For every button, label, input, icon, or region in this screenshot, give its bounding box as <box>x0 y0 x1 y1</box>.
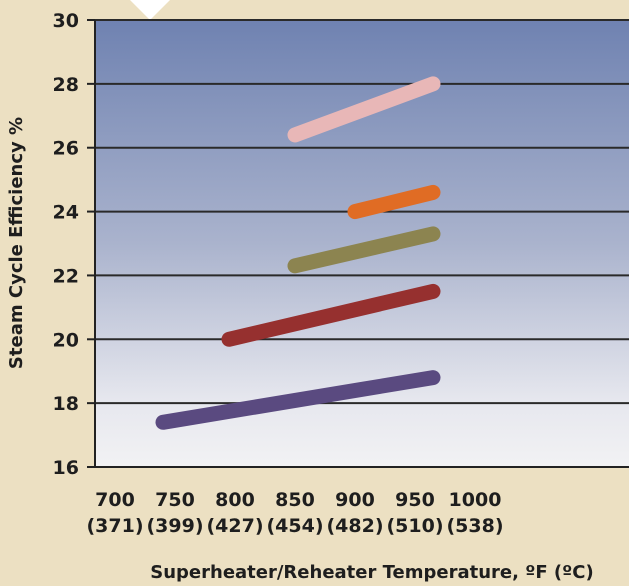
x-tick-label: 950 <box>395 489 435 511</box>
x-tick-label: 1000 <box>449 489 502 511</box>
x-tick-label: 750 <box>155 489 195 511</box>
y-tick-label: 18 <box>53 393 79 415</box>
y-tick-label: 22 <box>53 265 79 287</box>
x-tick-sublabel: (510) <box>386 515 443 537</box>
y-tick-label: 16 <box>53 457 79 479</box>
x-tick-label: 850 <box>275 489 315 511</box>
y-axis-title: Steam Cycle Efficiency % <box>6 117 27 369</box>
y-tick-label: 28 <box>53 74 79 96</box>
axes <box>94 20 629 468</box>
series-line-5 <box>287 76 441 143</box>
x-tick-sublabel: (482) <box>326 515 383 537</box>
x-tick-sublabel: (454) <box>266 515 323 537</box>
x-tick-labels: 700 (371) 750 (399) 800 (427) 850 (454) 900 (482)… <box>86 489 503 537</box>
x-tick-sublabel: (538) <box>446 515 503 537</box>
series-line-4 <box>347 184 441 220</box>
series-group <box>155 76 441 430</box>
y-tick-label: 24 <box>53 202 79 224</box>
x-tick-label: 700 <box>95 489 135 511</box>
y-tick-labels: 16 18 20 22 24 26 28 30 <box>53 10 95 479</box>
x-tick-sublabel: (399) <box>146 515 203 537</box>
series-line-3 <box>287 226 441 274</box>
x-tick-sublabel: (371) <box>86 515 143 537</box>
y-tick-label: 30 <box>53 10 79 32</box>
y-tick-label: 26 <box>53 138 79 160</box>
corner-highlight <box>130 0 170 20</box>
series-line-2 <box>221 283 441 347</box>
series-line-1 <box>155 370 441 430</box>
y-tick-label: 20 <box>53 329 79 351</box>
grid <box>95 19 629 405</box>
x-tick-label: 800 <box>215 489 255 511</box>
x-tick-sublabel: (427) <box>206 515 263 537</box>
x-tick-label: 900 <box>335 489 375 511</box>
x-axis-title: Superheater/Reheater Temperature, ºF (ºC… <box>150 562 593 583</box>
